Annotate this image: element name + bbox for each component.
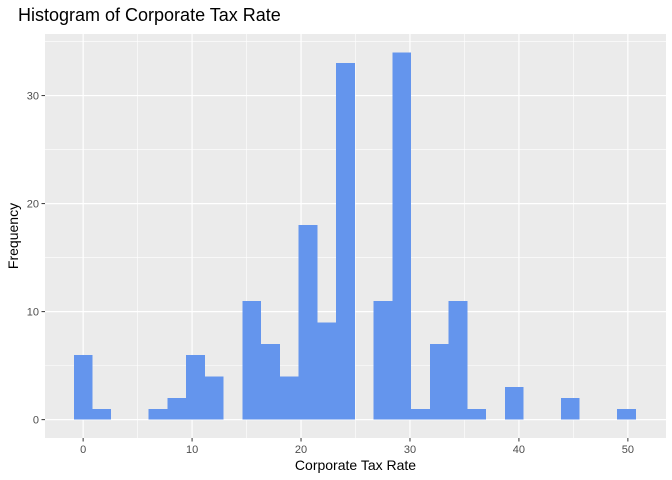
histogram-bar [261,344,280,420]
x-axis-title: Corporate Tax Rate [295,457,416,473]
minor-gridlines [45,34,666,438]
y-axis-ticks: 0 10 20 30 [27,91,45,427]
histogram-bar [336,63,355,420]
histogram-bar [392,52,412,420]
x-tick-label: 50 [622,444,634,456]
histogram-bar [73,354,93,420]
histogram-bar [317,322,337,420]
x-tick-label: 10 [186,444,198,456]
histogram-bar [92,408,112,420]
histogram-bar [617,408,636,420]
y-tick-label: 30 [27,91,39,103]
x-tick-label: 30 [404,444,416,456]
histogram-bar [148,408,168,420]
histogram-bar [373,300,393,420]
x-axis-ticks: 0 10 20 30 40 50 [80,438,634,456]
histogram-bar [242,300,262,420]
histogram-bar [429,344,449,420]
histogram-bar [411,408,430,420]
chart-title: Histogram of Corporate Tax Rate [18,5,281,25]
histogram-bar [204,376,224,420]
histogram-bar [279,376,299,420]
y-tick-label: 20 [27,199,39,211]
histogram-bar [467,408,487,420]
histogram-bar [298,225,318,420]
histogram-bar [186,354,205,420]
y-tick-label: 10 [27,307,39,319]
histogram-bar [448,300,468,420]
histogram-bars [73,52,636,420]
histogram-bar [560,398,580,420]
y-tick-label: 0 [33,415,39,427]
y-axis-title: Frequency [5,203,21,269]
x-tick-label: 0 [80,444,86,456]
histogram-bar [504,387,524,420]
x-tick-label: 20 [295,444,307,456]
x-tick-label: 40 [513,444,525,456]
histogram-bar [167,398,187,420]
